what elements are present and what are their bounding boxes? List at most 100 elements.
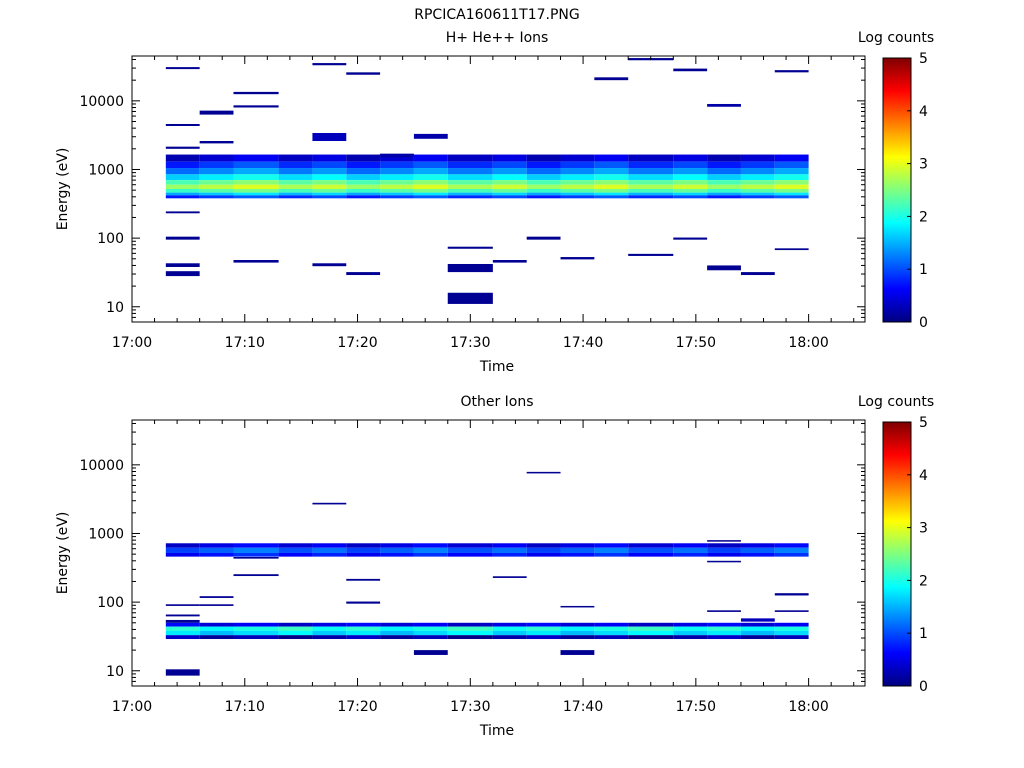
heatmap-cell xyxy=(233,192,279,196)
heatmap-cell xyxy=(312,180,347,185)
heatmap-cell xyxy=(346,635,381,640)
heatmap-cell xyxy=(492,168,527,175)
heatmap-cell xyxy=(707,552,741,557)
heatmap-cell xyxy=(346,72,381,75)
heatmap-cell xyxy=(560,161,595,169)
heatmap-cell xyxy=(346,601,381,604)
heatmap-cell xyxy=(278,630,313,636)
heatmap-cell xyxy=(740,161,775,169)
heatmap-cell xyxy=(165,630,200,636)
heatmap-cell xyxy=(165,622,200,627)
heatmap-cell xyxy=(492,180,527,185)
heatmap-cell xyxy=(165,180,200,185)
heatmap-cell xyxy=(346,168,381,175)
heatmap-cell xyxy=(673,630,708,636)
heatmap-cell xyxy=(165,635,200,640)
plot-frame xyxy=(131,419,866,687)
heatmap-cell xyxy=(312,154,347,162)
heatmap-cell xyxy=(165,168,200,175)
heatmap-cell xyxy=(346,154,381,162)
heatmap-cell xyxy=(380,630,414,636)
heatmap-cell xyxy=(346,184,381,189)
heatmap-cell xyxy=(233,161,279,169)
heatmap-cell xyxy=(447,180,493,185)
heatmap-cell xyxy=(628,174,674,181)
heatmap-cell xyxy=(233,543,279,548)
heatmap-cell xyxy=(447,635,493,640)
heatmap-cell xyxy=(413,547,448,553)
heatmap-cell xyxy=(413,133,448,139)
heatmap-cell xyxy=(447,184,493,189)
heatmap-cell xyxy=(447,547,493,553)
heatmap-cell xyxy=(707,547,741,553)
y-tick-label: 10000 xyxy=(79,458,124,474)
heatmap-cell xyxy=(526,547,561,553)
heatmap-cell xyxy=(740,154,775,162)
heatmap-cell xyxy=(594,630,629,636)
heatmap-cell xyxy=(380,626,414,631)
heatmap-cell xyxy=(199,635,234,640)
heatmap-cell xyxy=(707,630,741,636)
heatmap-cell xyxy=(628,630,674,636)
heatmap-cell xyxy=(707,560,741,563)
heatmap-cell xyxy=(447,188,493,193)
heatmap-cell xyxy=(740,552,775,557)
x-tick-label: 17:40 xyxy=(563,699,603,715)
heatmap-cell xyxy=(165,146,200,149)
heatmap-cell xyxy=(346,195,381,199)
heatmap-cell xyxy=(740,180,775,185)
colorbar-label: Log counts xyxy=(858,30,934,46)
heatmap-cell xyxy=(740,195,775,199)
heatmap-cell xyxy=(774,635,809,640)
heatmap-cell xyxy=(165,161,200,169)
heatmap-cell xyxy=(278,174,313,181)
heatmap-cell xyxy=(673,161,708,169)
heatmap-cell xyxy=(774,622,809,627)
heatmap-cell xyxy=(594,192,629,196)
heatmap-cell xyxy=(492,626,527,631)
heatmap-cell xyxy=(165,67,200,70)
heatmap-cell xyxy=(560,168,595,175)
heatmap-cell xyxy=(233,105,279,108)
heatmap-cell xyxy=(380,161,414,169)
heatmap-cell xyxy=(233,622,279,627)
heatmap-cell xyxy=(413,543,448,548)
heatmap-cell xyxy=(774,543,809,548)
heatmap-cell xyxy=(774,593,809,596)
heatmap-cell xyxy=(165,263,200,267)
heatmap-cell xyxy=(413,192,448,196)
heatmap-cell xyxy=(673,180,708,185)
heatmap-cell xyxy=(594,622,629,627)
heatmap-cell xyxy=(492,543,527,548)
heatmap-cell xyxy=(312,188,347,193)
heatmap-cell xyxy=(278,635,313,640)
heatmap-cell xyxy=(740,618,775,622)
heatmap-cell xyxy=(199,552,234,557)
heatmap-cell xyxy=(774,626,809,631)
colorbar-tick-label: 2 xyxy=(919,573,928,589)
heatmap-cell xyxy=(526,154,561,162)
heatmap-cell xyxy=(628,192,674,196)
heatmap-cell xyxy=(233,556,279,559)
heatmap-cell xyxy=(673,195,708,199)
heatmap-cell xyxy=(165,174,200,181)
heatmap-cell xyxy=(346,630,381,636)
heatmap-cell xyxy=(312,543,347,548)
heatmap-cell xyxy=(312,192,347,196)
heatmap-cell xyxy=(278,168,313,175)
heatmap-cell xyxy=(380,174,414,181)
x-tick-label: 17:50 xyxy=(676,335,716,351)
heatmap-cell xyxy=(199,622,234,627)
heatmap-cell xyxy=(346,188,381,193)
heatmap-cell xyxy=(346,161,381,169)
heatmap-cell xyxy=(233,547,279,553)
x-tick-label: 17:10 xyxy=(225,699,265,715)
heatmap-cell xyxy=(707,192,741,196)
heatmap-cell xyxy=(740,543,775,548)
colorbar-tick-label: 5 xyxy=(919,51,928,67)
heatmap-cell xyxy=(594,188,629,193)
x-axis-label: Time xyxy=(479,723,514,739)
heatmap-cell xyxy=(233,174,279,181)
heatmap-cell xyxy=(447,246,493,249)
heatmap-cell xyxy=(774,154,809,162)
